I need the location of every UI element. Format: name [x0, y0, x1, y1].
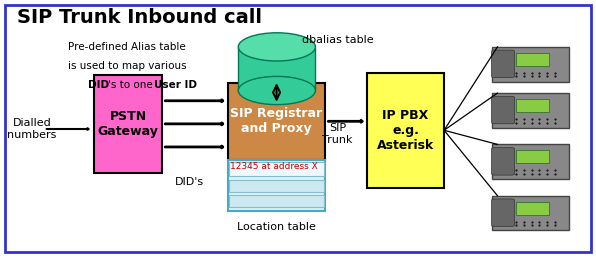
- FancyBboxPatch shape: [367, 72, 444, 188]
- FancyBboxPatch shape: [94, 75, 162, 173]
- Ellipse shape: [238, 33, 315, 61]
- FancyBboxPatch shape: [492, 196, 569, 230]
- Text: 's to one: 's to one: [108, 80, 156, 90]
- Text: dbalias table: dbalias table: [302, 35, 373, 45]
- Text: User ID: User ID: [154, 80, 197, 90]
- FancyBboxPatch shape: [492, 96, 514, 124]
- FancyBboxPatch shape: [492, 199, 514, 227]
- Text: Pre-defined Alias table: Pre-defined Alias table: [68, 42, 186, 52]
- Text: PSTN
Gateway: PSTN Gateway: [98, 110, 159, 138]
- Text: IP PBX
e.g.
Asterisk: IP PBX e.g. Asterisk: [377, 109, 434, 152]
- Text: Location table: Location table: [237, 222, 316, 231]
- FancyBboxPatch shape: [516, 99, 548, 112]
- FancyBboxPatch shape: [492, 148, 514, 175]
- Text: Dialled
numbers: Dialled numbers: [7, 118, 57, 140]
- FancyBboxPatch shape: [492, 47, 569, 82]
- FancyBboxPatch shape: [516, 201, 548, 215]
- FancyBboxPatch shape: [492, 144, 569, 179]
- Text: DID's: DID's: [175, 177, 204, 187]
- FancyBboxPatch shape: [238, 47, 315, 91]
- Text: is used to map various: is used to map various: [67, 61, 186, 71]
- Text: DID: DID: [88, 80, 110, 90]
- FancyBboxPatch shape: [516, 150, 548, 164]
- Text: 12345 at address X: 12345 at address X: [230, 162, 318, 171]
- FancyBboxPatch shape: [516, 53, 548, 66]
- Text: SIP Trunk Inbound call: SIP Trunk Inbound call: [17, 9, 262, 27]
- Text: SIP
Trunk: SIP Trunk: [322, 123, 353, 145]
- FancyBboxPatch shape: [228, 83, 325, 160]
- FancyBboxPatch shape: [492, 93, 569, 128]
- Ellipse shape: [238, 76, 315, 105]
- FancyBboxPatch shape: [492, 50, 514, 78]
- FancyBboxPatch shape: [229, 195, 324, 207]
- FancyBboxPatch shape: [229, 162, 324, 176]
- FancyBboxPatch shape: [228, 160, 325, 211]
- FancyBboxPatch shape: [229, 180, 324, 192]
- Text: SIP Registrar
and Proxy: SIP Registrar and Proxy: [231, 107, 322, 135]
